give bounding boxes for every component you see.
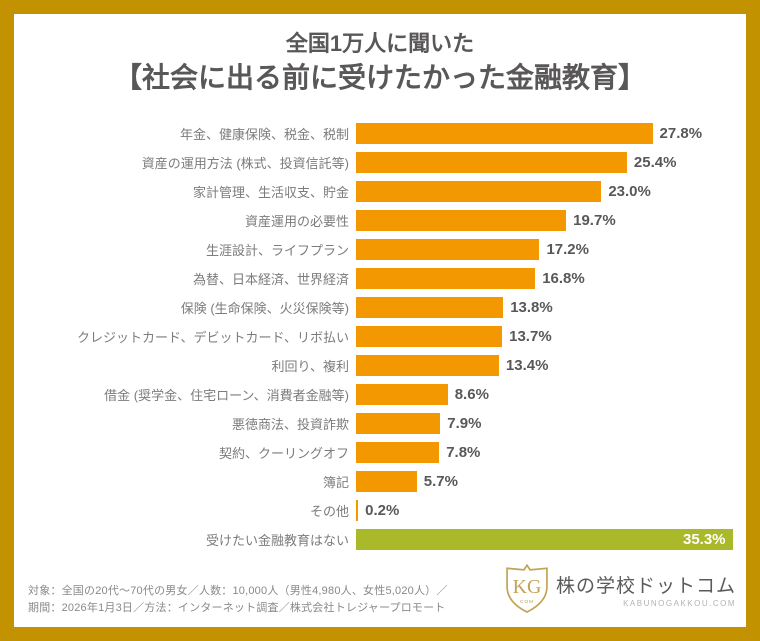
- bar-area: 19.7%: [356, 210, 740, 232]
- value-label: 16.8%: [542, 270, 585, 288]
- bar-area: 17.2%: [356, 239, 740, 261]
- chart-row: 保険 (生命保険、火災保険等) 13.8%: [20, 293, 740, 322]
- chart-row: クレジットカード、デビットカード、リボ払い 13.7%: [20, 322, 740, 351]
- bar-highlight: 35.3%: [356, 529, 733, 551]
- chart-row: その他 0.2%: [20, 496, 740, 525]
- value-label: 13.7%: [509, 328, 552, 346]
- bar-area: 13.4%: [356, 355, 740, 377]
- bar: [356, 500, 359, 522]
- company-logo: KG COM 株の学校ドットコム KABUNOGAKKOU.COM: [504, 563, 736, 617]
- title-subtitle: 全国1万人に聞いた: [285, 31, 475, 56]
- bar-area: 13.7%: [356, 326, 740, 348]
- footer: 対象：全国の20代〜70代の男女／人数：10,000人（男性4,980人、女性5…: [14, 563, 746, 627]
- chart-row: 借金 (奨学金、住宅ローン、消費者金融等) 8.6%: [20, 380, 740, 409]
- logo-monogram: KG: [513, 576, 542, 598]
- bar: [356, 297, 504, 319]
- survey-notes: 対象：全国の20代〜70代の男女／人数：10,000人（男性4,980人、女性5…: [28, 583, 448, 617]
- bar: [356, 355, 499, 377]
- bar-chart: 年金、健康保険、税金、税制 27.8% 資産の運用方法 (株式、投資信託等) 25.4…: [14, 119, 746, 554]
- value-label: 19.7%: [573, 212, 616, 230]
- category-label: 契約、クーリングオフ: [218, 446, 349, 462]
- category-label: クレジットカード、デビットカード、リボ払い: [77, 330, 349, 346]
- category-label: 資産運用の必要性: [244, 214, 349, 230]
- bar-area: 23.0%: [356, 181, 740, 203]
- bar-area: 35.3%: [356, 529, 740, 551]
- chart-row: 悪徳商法、投資詐欺 7.9%: [20, 409, 740, 438]
- chart-row: 生涯設計、ライフプラン 17.2%: [20, 235, 740, 264]
- value-label: 27.8%: [659, 125, 703, 143]
- bar-area: 25.4%: [356, 152, 740, 174]
- value-label: 13.8%: [510, 299, 553, 317]
- bar: [356, 326, 503, 348]
- chart-row: 家計管理、生活収支、貯金 23.0%: [20, 177, 740, 206]
- category-label: 保険 (生命保険、火災保険等): [180, 301, 349, 317]
- logo-company-name: 株の学校ドットコム: [555, 575, 736, 597]
- category-label: その他: [309, 504, 349, 520]
- bar-area: 16.8%: [356, 268, 740, 290]
- survey-note-line1: 対象：全国の20代〜70代の男女／人数：10,000人（男性4,980人、女性5…: [28, 584, 448, 597]
- category-label: 生涯設計、ライフプラン: [205, 243, 349, 259]
- bar-area: 8.6%: [356, 384, 740, 406]
- value-label: 8.6%: [454, 386, 489, 404]
- value-label: 0.2%: [365, 502, 400, 520]
- value-label: 7.9%: [447, 415, 482, 433]
- bar-area: 27.8%: [356, 123, 740, 145]
- chart-row: 資産運用の必要性 19.7%: [20, 206, 740, 235]
- bar-area: 7.8%: [356, 442, 740, 464]
- category-label: 借金 (奨学金、住宅ローン、消費者金融等): [104, 388, 349, 404]
- value-label: 5.7%: [423, 473, 458, 491]
- category-label: 受けたい金融教育はない: [205, 533, 349, 549]
- category-label: 利回り、複利: [271, 359, 349, 375]
- chart-row: 為替、日本経済、世界経済 16.8%: [20, 264, 740, 293]
- bar: [356, 210, 567, 232]
- bar: [356, 268, 536, 290]
- value-label: 25.4%: [633, 154, 677, 172]
- bar-area: 7.9%: [356, 413, 740, 435]
- category-label: 悪徳商法、投資詐欺: [231, 417, 349, 433]
- bar: [356, 384, 448, 406]
- bar-area: 5.7%: [356, 471, 740, 493]
- value-label: 17.2%: [546, 241, 589, 259]
- logo-text: 株の学校ドットコム KABUNOGAKKOU.COM: [556, 571, 736, 608]
- bar: [356, 413, 441, 435]
- category-label: 年金、健康保険、税金、税制: [179, 127, 349, 143]
- value-label: 35.3%: [682, 531, 726, 549]
- value-label: 23.0%: [608, 183, 651, 201]
- category-label: 家計管理、生活収支、貯金: [192, 185, 349, 201]
- category-label: 為替、日本経済、世界経済: [192, 272, 349, 288]
- bar: [356, 442, 440, 464]
- category-label: 簿記: [322, 475, 349, 491]
- shield-logo-icon: KG COM: [506, 563, 548, 613]
- logo-monogram-sub: COM: [520, 599, 534, 605]
- survey-note-line2: 期間：2026年1月3日／方法：インターネット調査／株式会社トレジャープロモート: [28, 601, 446, 614]
- page-title: 【社会に出る前に受けたかった金融教育】: [113, 62, 646, 94]
- bar: [356, 152, 627, 174]
- bar-area: 13.8%: [356, 297, 740, 319]
- bar: [356, 123, 653, 145]
- chart-row: 簿記 5.7%: [20, 467, 740, 496]
- bar-area: 0.2%: [356, 500, 740, 522]
- chart-row: 資産の運用方法 (株式、投資信託等) 25.4%: [20, 148, 740, 177]
- logo-domain: KABUNOGAKKOU.COM: [623, 598, 736, 608]
- bar: [356, 471, 417, 493]
- value-label: 7.8%: [446, 444, 481, 462]
- category-label: 資産の運用方法 (株式、投資信託等): [141, 156, 349, 172]
- chart-row: 利回り、複利 13.4%: [20, 351, 740, 380]
- bar: [356, 181, 602, 203]
- chart-row: 契約、クーリングオフ 7.8%: [20, 438, 740, 467]
- bar: [356, 239, 540, 261]
- chart-row: 年金、健康保険、税金、税制 27.8%: [20, 119, 740, 148]
- value-label: 13.4%: [505, 357, 549, 375]
- chart-row: 受けたい金融教育はない 35.3%: [20, 525, 740, 554]
- title-block: 全国1万人に聞いた 【社会に出る前に受けたかった金融教育】: [14, 14, 746, 95]
